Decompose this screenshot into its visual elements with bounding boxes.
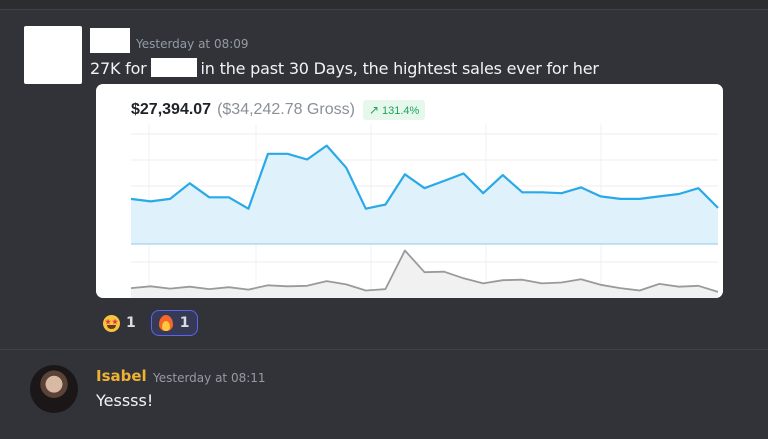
message-text: Yessss! [96,391,154,410]
top-bar [0,0,768,10]
message-timestamp: Yesterday at 08:11 [153,371,266,385]
reaction-fire[interactable]: 1 [150,310,198,336]
arrow-up-right-icon: ↗ [368,103,379,117]
growth-percent: 131.4% [382,105,420,117]
message-text: 27K for in the past 30 Days, the hightest… [90,58,599,78]
fire-emoji-icon [158,314,174,332]
reaction-count: 1 [179,315,190,331]
gross-sales-value: ($34,242.78 Gross) [217,101,355,118]
series1-area [131,145,718,244]
reactions-bar: 1 1 [97,310,198,336]
series2-area [131,250,718,298]
sales-chart [130,124,719,298]
reaction-star-struck[interactable]: 1 [97,310,143,336]
avatar-redacted[interactable] [24,26,82,84]
series1-line [130,144,719,210]
reaction-count: 1 [126,315,136,331]
message-divider [0,349,768,350]
star-struck-emoji-icon [103,314,120,332]
sales-summary: $27,394.07 ($34,242.78 Gross) ↗ 131.4% [131,99,426,121]
username-redacted[interactable] [90,28,130,53]
message-text-part2: in the past 30 Days, the hightest sales … [200,59,599,78]
message-timestamp: Yesterday at 08:09 [136,37,249,51]
message-text-part1: 27K for [90,59,147,78]
avatar[interactable] [30,365,78,413]
growth-badge: ↗ 131.4% [362,100,426,120]
net-sales-value: $27,394.07 [131,101,212,118]
series2-line [130,249,719,293]
username[interactable]: Isabel [96,367,147,385]
redacted-name-block [150,58,197,77]
sales-chart-image[interactable]: $27,394.07 ($34,242.78 Gross) ↗ 131.4% [96,84,723,298]
